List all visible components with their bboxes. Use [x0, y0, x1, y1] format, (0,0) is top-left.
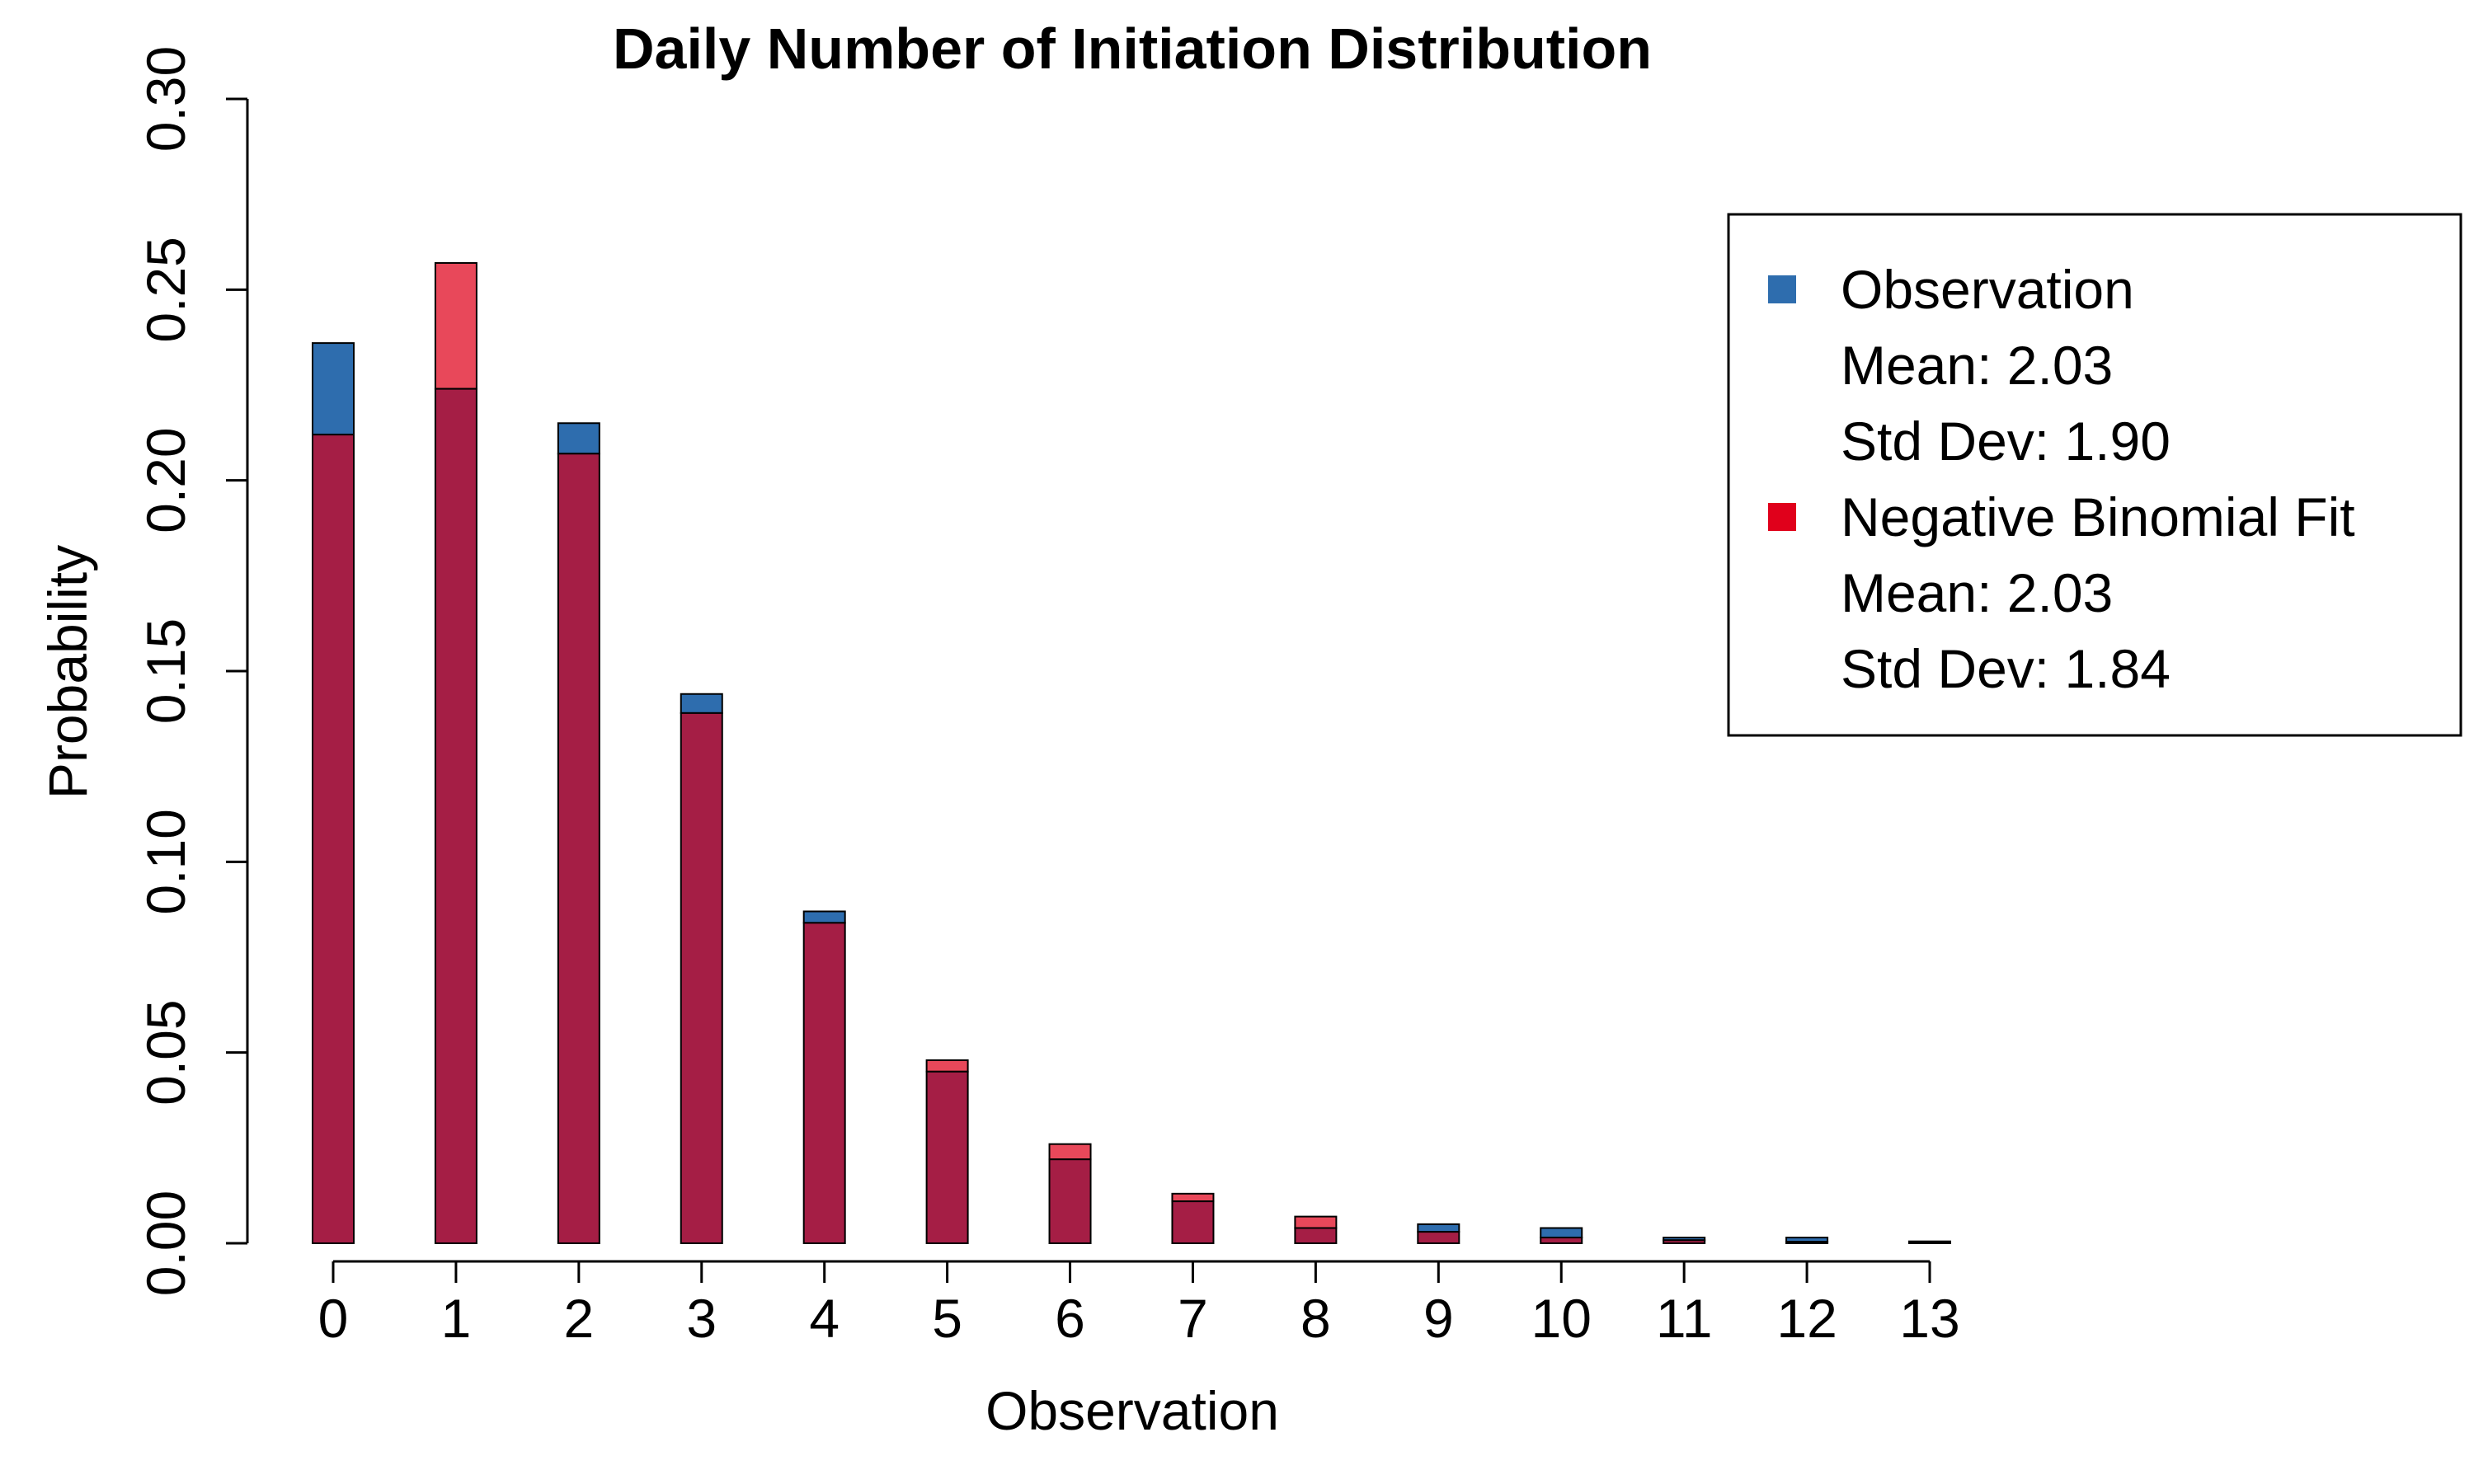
y-tick-label: 0.15 — [135, 618, 196, 724]
overlap-bar — [1540, 1237, 1583, 1245]
fit-bar-excess — [1048, 1143, 1092, 1161]
x-tick-label: 12 — [1776, 1288, 1837, 1349]
x-tick-label: 3 — [686, 1288, 717, 1349]
x-tick-label: 5 — [932, 1288, 962, 1349]
x-tick-label: 11 — [1656, 1288, 1713, 1349]
overlap-bar — [434, 387, 477, 1244]
observation-bar-excess — [1540, 1227, 1583, 1239]
overlap-bar — [802, 922, 846, 1244]
bars — [312, 261, 1951, 1245]
legend-stat: Std Dev: 1.90 — [1841, 411, 2171, 472]
observation-bar-excess — [802, 910, 846, 924]
x-tick-label: 1 — [441, 1288, 472, 1349]
fit-bar-excess — [1171, 1192, 1215, 1203]
x-tick-label: 0 — [318, 1288, 349, 1349]
x-tick-label: 7 — [1178, 1288, 1208, 1349]
y-tick-label: 0.00 — [135, 1190, 196, 1296]
legend: Observation Mean: 2.03 Std Dev: 1.90 Negati… — [1727, 213, 2462, 737]
y-tick-label: 0.10 — [135, 809, 196, 914]
legend-stat: Mean: 2.03 — [1841, 335, 2113, 396]
fit-bar-excess — [1294, 1215, 1338, 1229]
observation-bar-excess — [1417, 1223, 1460, 1233]
legend-series-label: Negative Binomial Fit — [1841, 486, 2355, 547]
legend-swatch — [1768, 503, 1796, 531]
y-axis-label: Probability — [37, 545, 98, 799]
legend-stat: Mean: 2.03 — [1841, 562, 2113, 623]
x-tick-label: 8 — [1300, 1288, 1331, 1349]
chart-title: Daily Number of Initiation Distribution — [613, 16, 1652, 81]
x-axis: 0 1 2 3 4 5 6 7 8 9 10 11 12 13 — [318, 1260, 1960, 1349]
overlap-bar — [1171, 1200, 1215, 1245]
legend-box — [1727, 213, 2462, 737]
legend-stat: Std Dev: 1.84 — [1841, 638, 2171, 699]
observation-bar-excess — [680, 693, 723, 714]
x-tick-label: 4 — [809, 1288, 840, 1349]
overlap-bar — [925, 1070, 969, 1245]
fit-bar-excess — [434, 261, 477, 390]
overlap-bar — [1908, 1242, 1951, 1245]
overlap-bar — [1048, 1158, 1092, 1245]
y-tick-label: 0.25 — [135, 237, 196, 342]
x-axis-label: Observation — [985, 1380, 1279, 1441]
overlap-bar — [1785, 1241, 1829, 1244]
legend-swatch — [1768, 275, 1796, 303]
y-tick-label: 0.05 — [135, 999, 196, 1105]
y-tick-label: 0.20 — [135, 427, 196, 533]
overlap-bar — [680, 711, 723, 1244]
y-tick-label: 0.30 — [135, 46, 196, 152]
x-tick-label: 6 — [1055, 1288, 1085, 1349]
legend-series-label: Observation — [1841, 259, 2134, 320]
x-tick-label: 10 — [1531, 1288, 1592, 1349]
fit-bar-excess — [925, 1059, 969, 1073]
y-axis: 0.00 0.05 0.10 0.15 0.20 0.25 0.30 — [135, 46, 249, 1296]
observation-bar-excess — [312, 342, 355, 436]
x-tick-label: 13 — [1899, 1288, 1959, 1349]
overlap-bar — [1294, 1227, 1338, 1244]
x-tick-label: 2 — [563, 1288, 594, 1349]
overlap-bar — [1663, 1239, 1706, 1245]
x-tick-label: 9 — [1423, 1288, 1454, 1349]
overlap-bar — [1417, 1231, 1460, 1244]
overlap-bar — [312, 434, 355, 1244]
observation-bar-excess — [557, 422, 600, 455]
overlap-bar — [557, 453, 600, 1244]
